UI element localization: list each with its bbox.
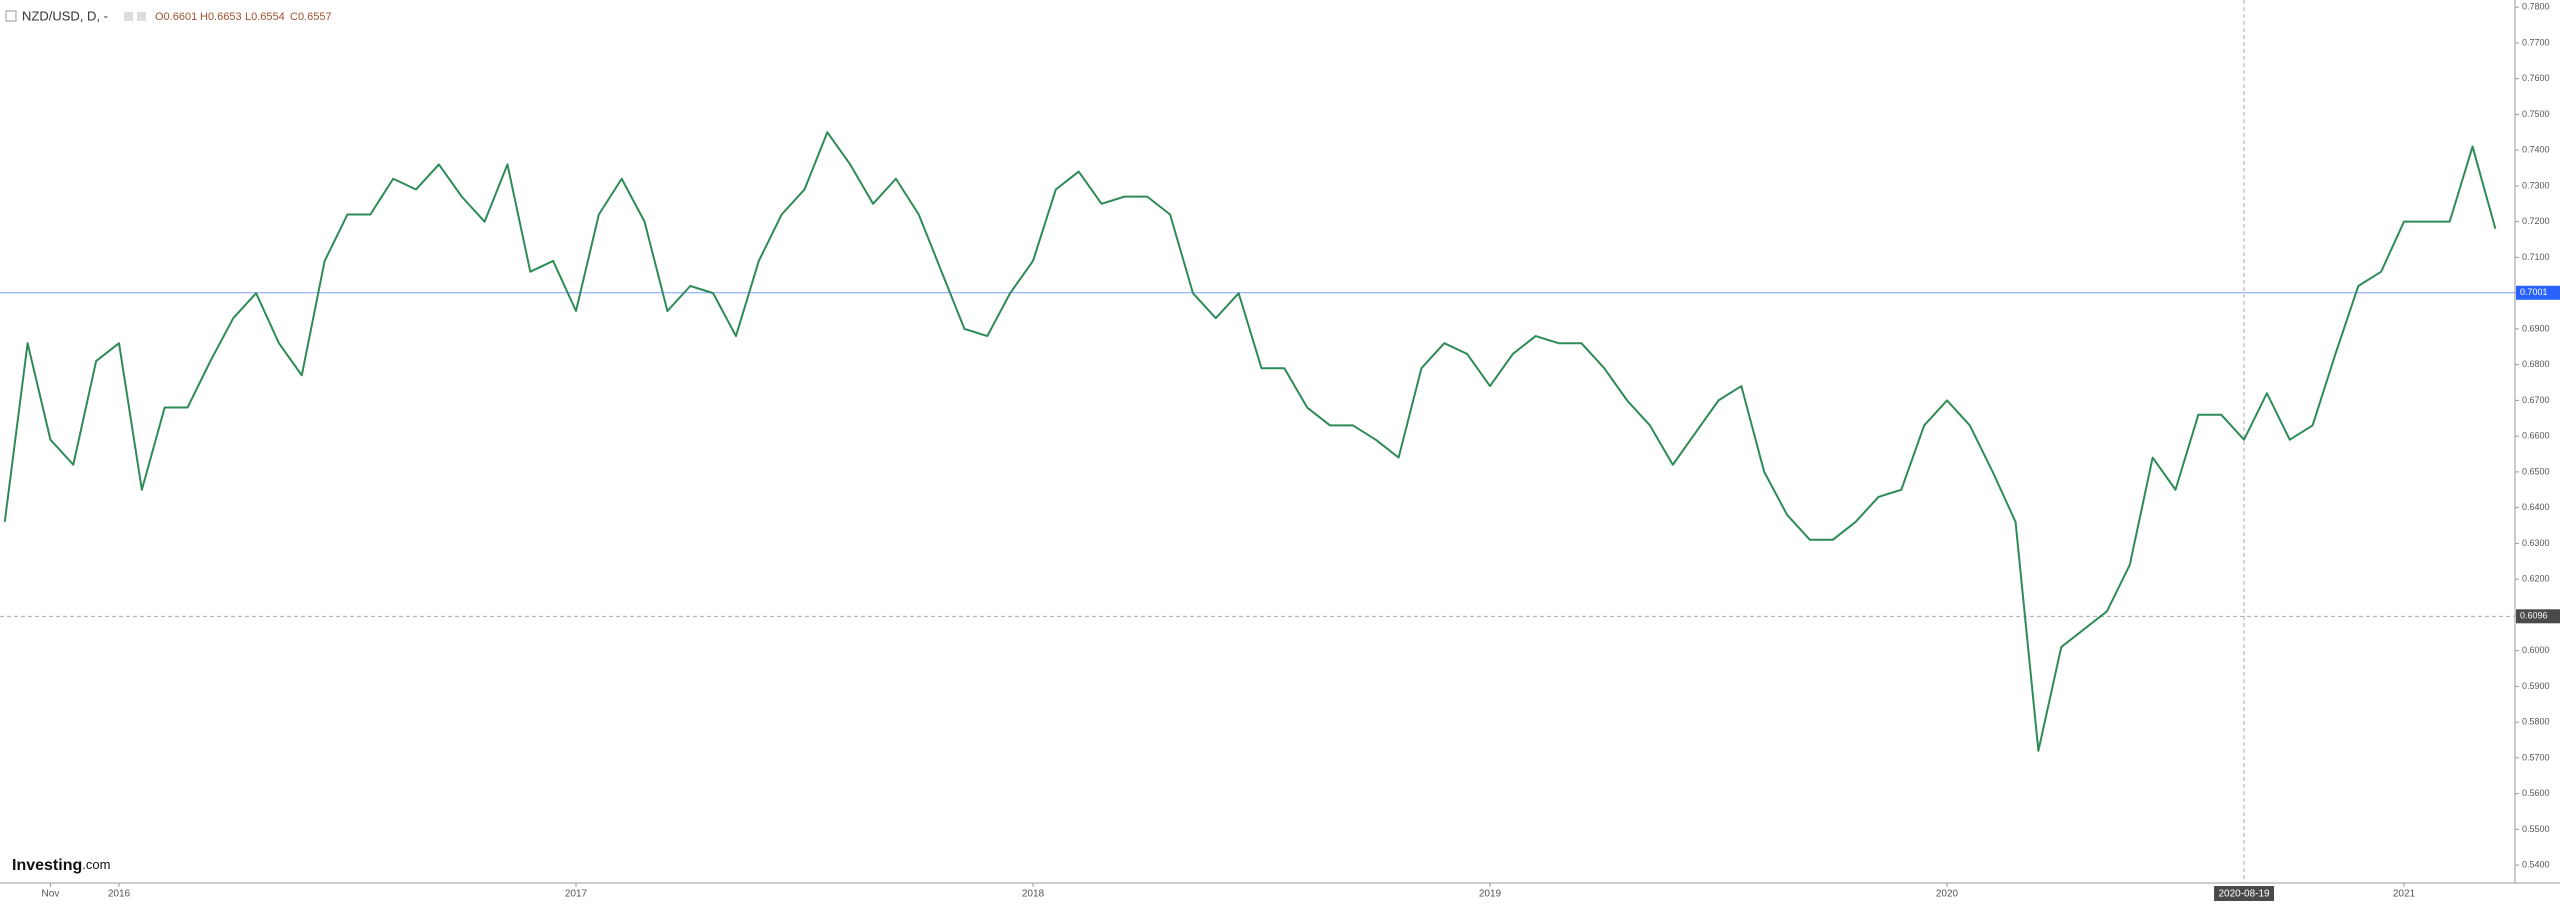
y-tick-label: 0.7500 (2522, 109, 2550, 119)
y-tick-label: 0.6200 (2522, 574, 2550, 584)
y-tick-label: 0.5700 (2522, 752, 2550, 762)
hide-icon[interactable] (137, 12, 146, 21)
y-tick-label: 0.5400 (2522, 860, 2550, 870)
ohlc-value: C0.6557 (290, 11, 332, 23)
y-tick-label: 0.7600 (2522, 73, 2550, 83)
crosshair-value: 0.6096 (2520, 611, 2548, 621)
ohlc-value: O0.6601 (155, 11, 197, 23)
y-tick-label: 0.5600 (2522, 788, 2550, 798)
crosshair-value-bg (2516, 609, 2560, 624)
y-tick-label: 0.6700 (2522, 395, 2550, 405)
y-tick-label: 0.7700 (2522, 37, 2550, 47)
y-tick-label: 0.6500 (2522, 466, 2550, 476)
price-label-bg (2516, 285, 2560, 300)
y-tick-label: 0.7100 (2522, 252, 2550, 262)
crosshair-date: 2020-08-19 (2218, 889, 2270, 900)
price-series (3, 131, 2497, 752)
ohlc-legend: O0.6601 H0.6653 L0.6554 C0.6557 (155, 11, 332, 23)
brand-logo: Investing.com (12, 857, 110, 874)
y-tick-label: 0.7200 (2522, 216, 2550, 226)
y-tick-label: 0.7300 (2522, 180, 2550, 190)
x-tick-label: 2017 (565, 889, 588, 900)
y-tick-label: 0.6600 (2522, 431, 2550, 441)
ohlc-value: H0.6653 (200, 11, 242, 23)
y-tick-label: 0.7400 (2522, 145, 2550, 155)
ohlc-value: L0.6554 (245, 11, 285, 23)
brand: Investing (12, 857, 82, 874)
y-tick-label: 0.5900 (2522, 681, 2550, 691)
y-tick-label: 0.6900 (2522, 323, 2550, 333)
y-tick-label: 0.6300 (2522, 538, 2550, 548)
brand-suffix: .com (82, 857, 110, 872)
y-tick-label: 0.7800 (2522, 2, 2550, 12)
x-tick-label: 2020 (1936, 889, 1959, 900)
collapse-icon[interactable] (5, 10, 17, 22)
symbol-title: NZD/USD, D, - (22, 8, 108, 23)
x-tick-label: 2019 (1479, 889, 1502, 900)
y-tick-label: 0.5800 (2522, 717, 2550, 727)
x-tick-label: 2021 (2393, 889, 2416, 900)
y-tick-label: 0.6000 (2522, 645, 2550, 655)
x-tick-label: 2018 (1022, 889, 1045, 900)
y-tick-label: 0.6400 (2522, 502, 2550, 512)
x-tick-label: 2016 (108, 889, 131, 900)
y-tick-label: 0.6800 (2522, 359, 2550, 369)
price-label: 0.7001 (2520, 287, 2548, 297)
crosshair-date-bg (2214, 886, 2275, 901)
x-tick-label: Nov (42, 889, 60, 900)
settings-icon[interactable] (124, 12, 133, 21)
y-tick-label: 0.5500 (2522, 824, 2550, 834)
